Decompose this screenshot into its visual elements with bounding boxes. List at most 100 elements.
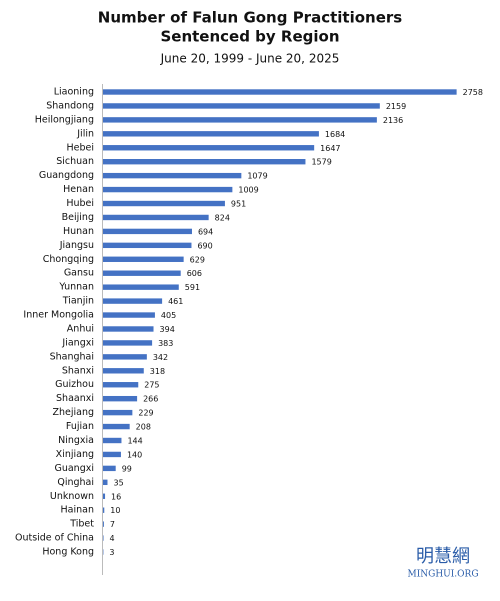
- category-label: Hong Kong: [42, 547, 94, 558]
- logo-subtext: MINGHUI.ORG: [407, 570, 478, 580]
- category-label: Guangdong: [39, 170, 94, 181]
- chart-title: Sentenced by Region: [160, 28, 339, 46]
- category-label: Henan: [63, 184, 94, 195]
- bar: [103, 340, 153, 346]
- category-label: Outside of China: [15, 533, 94, 544]
- category-label: Guangxi: [54, 463, 94, 474]
- chart-subtitle: June 20, 1999 - June 20, 2025: [160, 52, 340, 66]
- category-label: Jiangxi: [61, 337, 94, 348]
- chart-title: Number of Falun Gong Practitioners: [98, 9, 402, 27]
- bar: [103, 172, 242, 179]
- value-label: 266: [143, 395, 158, 404]
- value-label: 7: [110, 520, 115, 529]
- value-label: 2159: [386, 102, 406, 111]
- bar: [103, 507, 105, 513]
- bar: [103, 131, 319, 137]
- bar: [103, 395, 138, 402]
- category-label: Ningxia: [58, 435, 94, 446]
- category-label: Hainan: [61, 505, 94, 516]
- value-label: 1684: [325, 130, 345, 139]
- value-label: 1579: [311, 158, 331, 167]
- category-label: Tibet: [69, 519, 94, 530]
- value-label: 342: [153, 353, 168, 362]
- bar: [103, 312, 155, 318]
- value-label: 606: [187, 269, 202, 278]
- bar: [103, 159, 306, 165]
- value-label: 3: [109, 548, 114, 557]
- category-label: Liaoning: [54, 87, 94, 98]
- bar: [103, 368, 144, 374]
- value-label: 2136: [383, 116, 403, 125]
- value-label: 383: [158, 339, 173, 348]
- category-label: Anhui: [67, 323, 94, 334]
- bar: [103, 214, 209, 221]
- value-label: 318: [150, 367, 165, 376]
- bar: [103, 535, 104, 541]
- value-label: 824: [215, 213, 230, 222]
- category-label: Yunnan: [58, 282, 94, 293]
- value-label: 16: [111, 492, 121, 501]
- bar: [103, 270, 181, 276]
- bar: [103, 103, 380, 109]
- bar: [103, 89, 457, 95]
- category-label: Hunan: [63, 226, 94, 237]
- category-label: Unknown: [50, 491, 94, 502]
- category-label: Beijing: [62, 212, 94, 223]
- value-label: 694: [198, 227, 213, 236]
- value-label: 10: [110, 506, 120, 515]
- category-label: Gansu: [64, 268, 94, 279]
- category-label: Heilongjiang: [35, 114, 94, 125]
- bar: [103, 423, 130, 430]
- category-label: Shanghai: [50, 351, 94, 362]
- value-label: 229: [138, 409, 153, 418]
- value-label: 951: [231, 200, 246, 209]
- category-label: Chongqing: [43, 254, 94, 265]
- bar: [103, 382, 139, 388]
- bar: [103, 437, 122, 444]
- bar: [103, 479, 108, 486]
- value-label: 405: [161, 311, 176, 320]
- logo: 明慧網: [416, 546, 470, 567]
- bar: [103, 493, 106, 499]
- value-label: 275: [144, 381, 159, 390]
- category-label: Shaanxi: [56, 393, 94, 404]
- bar: [103, 117, 377, 123]
- bar: [103, 242, 192, 249]
- bar: [103, 256, 184, 262]
- value-label: 461: [168, 297, 183, 306]
- value-label: 140: [127, 450, 142, 459]
- value-label: 629: [190, 255, 205, 264]
- bar: [103, 298, 163, 304]
- bar: [103, 354, 147, 360]
- bar: [103, 451, 121, 458]
- category-label: Hebei: [66, 142, 94, 153]
- category-label: Inner Mongolia: [23, 310, 94, 321]
- bar: [103, 326, 154, 332]
- value-label: 1009: [238, 186, 258, 195]
- value-label: 2758: [463, 88, 483, 97]
- category-label: Zhejiang: [52, 407, 94, 418]
- category-label: Hubei: [66, 198, 94, 209]
- category-label: Xinjiang: [56, 449, 94, 460]
- value-label: 690: [197, 241, 212, 250]
- value-label: 1647: [320, 144, 340, 153]
- category-label: Qinghai: [57, 477, 94, 488]
- bar: [103, 521, 104, 527]
- value-label: 99: [122, 464, 132, 473]
- value-label: 394: [160, 325, 175, 334]
- bar: [103, 145, 315, 151]
- category-label: Tianjin: [62, 296, 94, 307]
- value-label: 208: [136, 423, 151, 432]
- category-label: Shanxi: [62, 365, 94, 376]
- bar: [103, 465, 116, 472]
- category-label: Jilin: [76, 128, 94, 139]
- bar: [103, 409, 133, 416]
- value-label: 591: [185, 283, 200, 292]
- value-label: 35: [113, 478, 123, 487]
- category-label: Guizhou: [55, 379, 94, 390]
- value-label: 4: [110, 534, 115, 543]
- category-label: Shandong: [46, 100, 94, 111]
- category-label: Jiangsu: [59, 240, 94, 251]
